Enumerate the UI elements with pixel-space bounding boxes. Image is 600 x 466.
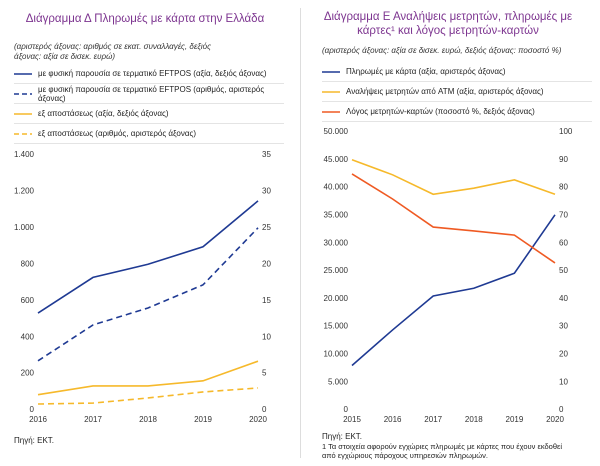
x-tick-label: 2015	[343, 415, 361, 424]
y-tick-label: 10.000	[324, 350, 349, 359]
legend-item: εξ αποστάσεως (αξία, δεξιός άξονας)	[14, 104, 284, 124]
legend-swatch	[14, 72, 32, 75]
legend-swatch	[14, 132, 32, 135]
legend-label: με φυσική παρουσία σε τερματικό EFTPOS (…	[38, 84, 265, 103]
y-tick-label: 1.000	[14, 223, 35, 232]
legend-item: με φυσική παρουσία σε τερματικό EFTPOS (…	[14, 64, 284, 84]
chart-title: Διάγραμμα Ε Αναλήψεις μετρητών, πληρωμές…	[323, 11, 573, 37]
y2-tick-label: 30	[262, 187, 271, 196]
legend-item: εξ αποστάσεως (αριθμός, αριστερός άξονας…	[14, 124, 284, 144]
source: Πηγή: ΕΚΤ.	[322, 432, 363, 441]
subtitle: (αριστερός άξονας: αξία σε δισεκ. ευρώ, …	[322, 46, 562, 55]
y-tick-label: 40.000	[324, 183, 349, 192]
y-tick-label: 400	[21, 332, 35, 341]
x-tick-label: 2020	[546, 415, 564, 424]
y2-tick-label: 20	[262, 259, 271, 268]
y2-tick-label: 80	[559, 183, 568, 192]
x-tick-label: 2020	[249, 415, 267, 424]
y2-tick-label: 15	[262, 296, 271, 305]
y2-tick-label: 70	[559, 211, 568, 220]
y2-tick-label: 10	[262, 332, 271, 341]
legend-label: εξ αποστάσεως (αριθμός, αριστερός άξονας…	[38, 129, 196, 138]
y2-tick-label: 100	[559, 127, 573, 136]
x-tick-label: 2019	[194, 415, 212, 424]
chart-title: Διάγραμμα Δ Πληρωμές με κάρτα στην Ελλάδ…	[25, 13, 265, 25]
legend-swatch	[14, 92, 32, 95]
y2-tick-label: 40	[559, 294, 568, 303]
legend-label: με φυσική παρουσία σε τερματικό EFTPOS (…	[38, 69, 267, 78]
y-tick-label: 600	[21, 296, 35, 305]
y-tick-label: 25.000	[324, 266, 349, 275]
legend-swatch	[14, 112, 32, 115]
legend-swatch	[322, 90, 340, 93]
x-tick-label: 2018	[465, 415, 483, 424]
y2-tick-label: 25	[262, 223, 271, 232]
y-tick-label: 5.000	[328, 377, 349, 386]
y-tick-label: 45.000	[324, 155, 349, 164]
series-line	[351, 214, 556, 367]
y-tick-label: 30.000	[324, 238, 349, 247]
y-tick-label: 200	[21, 369, 35, 378]
y2-tick-label: 0	[262, 405, 267, 414]
legend-item: με φυσική παρουσία σε τερματικό EFTPOS (…	[14, 84, 284, 104]
y-tick-label: 800	[21, 259, 35, 268]
y-tick-label: 1.400	[14, 150, 35, 159]
y2-tick-label: 5	[262, 369, 267, 378]
y2-tick-label: 60	[559, 238, 568, 247]
series-line	[37, 227, 259, 362]
series-line	[37, 200, 259, 314]
series-line	[37, 387, 259, 405]
legend-label: Λόγος μετρητών-καρτών (ποσοστό %, δεξιός…	[346, 107, 535, 116]
legend-item: Αναλήψεις μετρητών από ATM (αξία, αριστε…	[322, 82, 592, 102]
legend-label: Πληρωμές με κάρτα (αξία, αριστερός άξονα…	[346, 67, 506, 76]
x-tick-label: 2016	[384, 415, 402, 424]
legend-item: Πληρωμές με κάρτα (αξία, αριστερός άξονα…	[322, 62, 592, 82]
source: Πηγή: ΕΚΤ.	[14, 436, 55, 445]
legend-label: εξ αποστάσεως (αξία, δεξιός άξονας)	[38, 109, 169, 118]
y-tick-label: 1.200	[14, 187, 35, 196]
divider	[300, 8, 301, 458]
x-tick-label: 2017	[424, 415, 442, 424]
y-tick-label: 20.000	[324, 294, 349, 303]
y2-tick-label: 20	[559, 350, 568, 359]
y-tick-label: 50.000	[324, 127, 349, 136]
subtitle: (αριστερός άξονας: αριθμός σε εκατ. συνα…	[14, 42, 212, 61]
y-tick-label: 0	[30, 405, 35, 414]
y2-tick-label: 90	[559, 155, 568, 164]
legend: με φυσική παρουσία σε τερματικό EFTPOS (…	[14, 64, 284, 144]
chart: 0 200 400 600 800 1.000 1.200 1.400 0 5 10 15 20 25 30…	[14, 150, 271, 424]
x-tick-label: 2017	[84, 415, 102, 424]
legend-label: Αναλήψεις μετρητών από ATM (αξία, αριστε…	[346, 87, 544, 96]
x-tick-label: 2018	[139, 415, 157, 424]
footnote: 1 Τα στοιχεία αφορούν εγχώριες πληρωμές …	[322, 442, 563, 460]
y2-tick-label: 10	[559, 377, 568, 386]
series-line	[351, 173, 556, 264]
y2-tick-label: 35	[262, 150, 271, 159]
x-tick-label: 2019	[506, 415, 524, 424]
chart: 0 5.000 10.000 15.000 20.000 25.000 30.000 35.0…	[324, 127, 573, 424]
y-tick-label: 35.000	[324, 211, 349, 220]
legend-swatch	[322, 70, 340, 73]
y2-tick-label: 50	[559, 266, 568, 275]
y-tick-label: 15.000	[324, 322, 349, 331]
y2-tick-label: 0	[559, 405, 564, 414]
y-tick-label: 0	[344, 405, 349, 414]
y2-tick-label: 30	[559, 322, 568, 331]
legend: Πληρωμές με κάρτα (αξία, αριστερός άξονα…	[322, 62, 592, 122]
x-tick-label: 2016	[29, 415, 47, 424]
series-line	[37, 360, 259, 396]
legend-item: Λόγος μετρητών-καρτών (ποσοστό %, δεξιός…	[322, 102, 592, 122]
series-line	[351, 159, 556, 196]
legend-swatch	[322, 110, 340, 113]
